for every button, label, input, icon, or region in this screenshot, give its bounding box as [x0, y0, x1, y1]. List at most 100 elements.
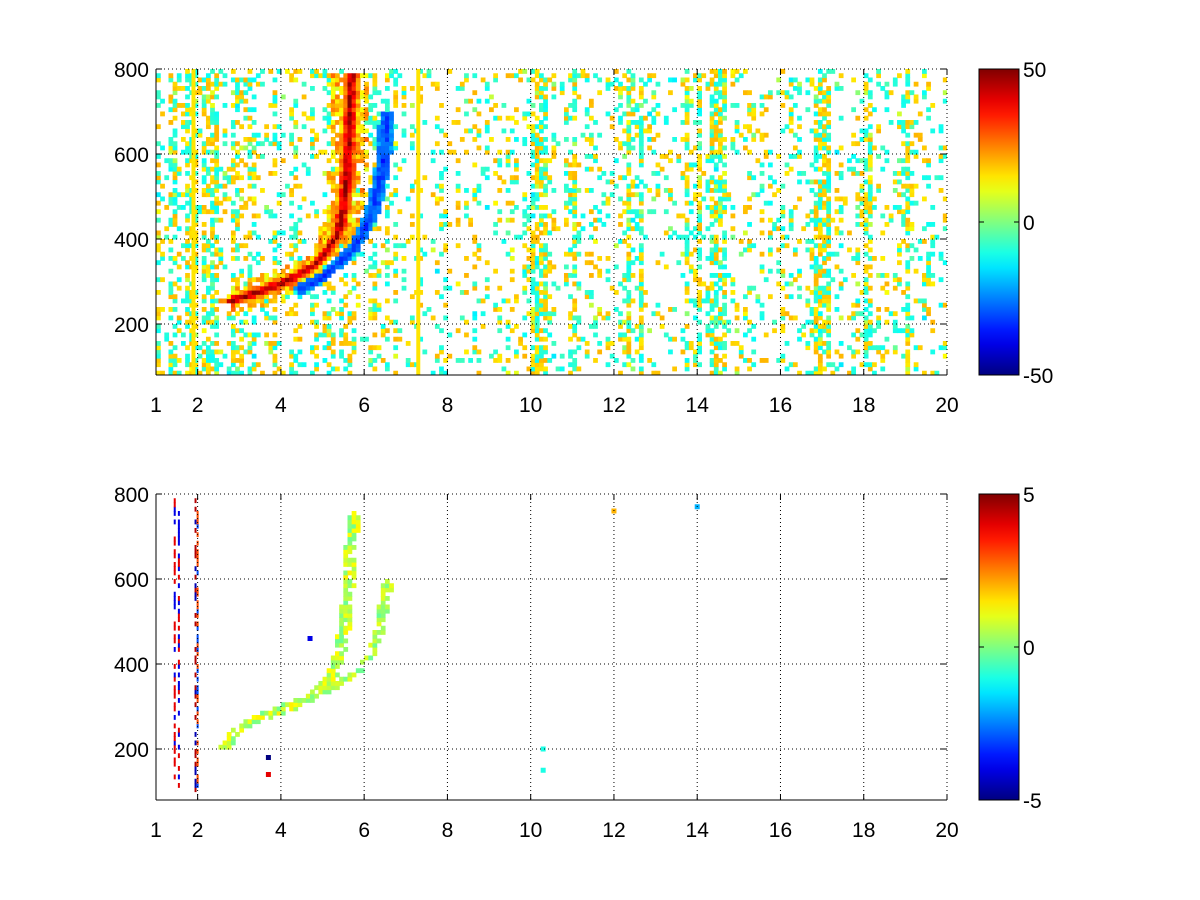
heatmap-cell [172, 298, 178, 304]
heatmap-cell [372, 366, 378, 372]
heatmap-cell [884, 349, 890, 355]
heatmap-cell [380, 98, 386, 104]
heatmap-cell [867, 302, 873, 308]
heatmap-cell [713, 324, 719, 329]
heatmap-cell [718, 107, 723, 113]
heatmap-cell [301, 162, 307, 168]
heatmap-cell [330, 353, 336, 359]
heatmap-cell [905, 175, 911, 181]
heatmap-cell [530, 366, 536, 372]
heatmap-cell [892, 179, 898, 185]
heatmap-cell [372, 213, 378, 219]
heatmap-cell [210, 192, 215, 198]
heatmap-cell [913, 94, 919, 100]
heatmap-cell [738, 239, 744, 244]
heatmap-cell [210, 222, 215, 227]
heatmap-cell [339, 171, 344, 176]
heatmap-cell [255, 290, 261, 295]
noise-line-cell [177, 519, 180, 525]
heatmap-cell [372, 200, 378, 206]
heatmap-cell [718, 336, 723, 342]
heatmap-cell [355, 188, 361, 193]
heatmap-cell [439, 294, 444, 300]
heatmap-cell [713, 345, 719, 351]
heatmap-cell [455, 107, 461, 113]
heatmap-cell [205, 98, 211, 104]
heatmap-cell [201, 315, 207, 321]
heatmap-cell [709, 256, 715, 261]
heatmap-cell [347, 183, 353, 189]
heatmap-cell [172, 98, 178, 104]
heatmap-cell [389, 200, 394, 206]
noise-line-cell [194, 647, 197, 652]
heatmap-cell [214, 149, 220, 155]
heatmap-cell [684, 358, 690, 363]
heatmap-cell [322, 226, 328, 232]
heatmap-cell [484, 285, 490, 291]
heatmap-cell [847, 345, 852, 351]
heatmap-cell [539, 251, 544, 257]
heatmap-cell [747, 285, 752, 291]
heatmap-cell [668, 90, 673, 96]
heatmap-cell [539, 86, 544, 91]
heatmap-cell [684, 290, 690, 295]
heatmap-cell [255, 234, 261, 240]
heatmap-cell [214, 341, 220, 346]
heatmap-cell [201, 358, 207, 363]
heatmap-cell [193, 188, 199, 193]
heatmap-cell [838, 145, 844, 151]
heatmap-cell [926, 115, 931, 121]
heatmap-cell [335, 81, 340, 87]
heatmap-cell [251, 166, 257, 172]
heatmap-cell [339, 69, 344, 74]
heatmap-cell [905, 81, 911, 87]
heatmap-cell [534, 298, 540, 304]
heatmap-cell [372, 115, 378, 121]
heatmap-cell [713, 370, 719, 375]
heatmap-cell [838, 285, 844, 291]
heatmap-cell [722, 281, 727, 287]
heatmap-cell [264, 277, 269, 283]
heatmap-cell [251, 200, 257, 206]
heatmap-cell [355, 251, 361, 257]
heatmap-cell [201, 247, 207, 253]
heatmap-cell [826, 188, 832, 193]
heatmap-cell [326, 256, 332, 261]
heatmap-cell [322, 239, 328, 244]
heatmap-cell [880, 285, 886, 291]
heatmap-cell [409, 188, 415, 193]
heatmap-cell [293, 277, 299, 283]
heatmap-cell [855, 349, 861, 355]
heatmap-cell [310, 264, 315, 270]
heatmap-cell [713, 251, 719, 257]
heatmap-cell [522, 332, 528, 338]
heatmap-cell [872, 370, 877, 375]
heatmap-cell [863, 332, 869, 338]
heatmap-cell [459, 358, 465, 363]
heatmap-cell [251, 298, 257, 304]
heatmap-cell [568, 353, 573, 359]
heatmap-cell [813, 222, 819, 227]
heatmap-cell [809, 264, 815, 270]
noise-line-cell [177, 566, 180, 572]
heatmap-cell [235, 149, 240, 155]
heatmap-cell [339, 86, 344, 91]
heatmap-cell [205, 370, 211, 375]
heatmap-cell [276, 273, 282, 278]
heatmap-cell [713, 294, 719, 300]
heatmap-cell [780, 128, 786, 134]
heatmap-cell [272, 362, 278, 368]
heatmap-cell [272, 285, 278, 291]
heatmap-cell [618, 175, 623, 181]
heatmap-cell [651, 311, 657, 317]
heatmap-cell [418, 69, 424, 74]
heatmap-cell [389, 141, 394, 147]
heatmap-cell [251, 319, 257, 325]
heatmap-cell [905, 226, 911, 232]
heatmap-cell [205, 124, 211, 130]
heatmap-cell [709, 205, 715, 210]
heatmap-cell [605, 86, 611, 91]
heatmap-cell [797, 196, 802, 202]
heatmap-cell [755, 298, 761, 304]
